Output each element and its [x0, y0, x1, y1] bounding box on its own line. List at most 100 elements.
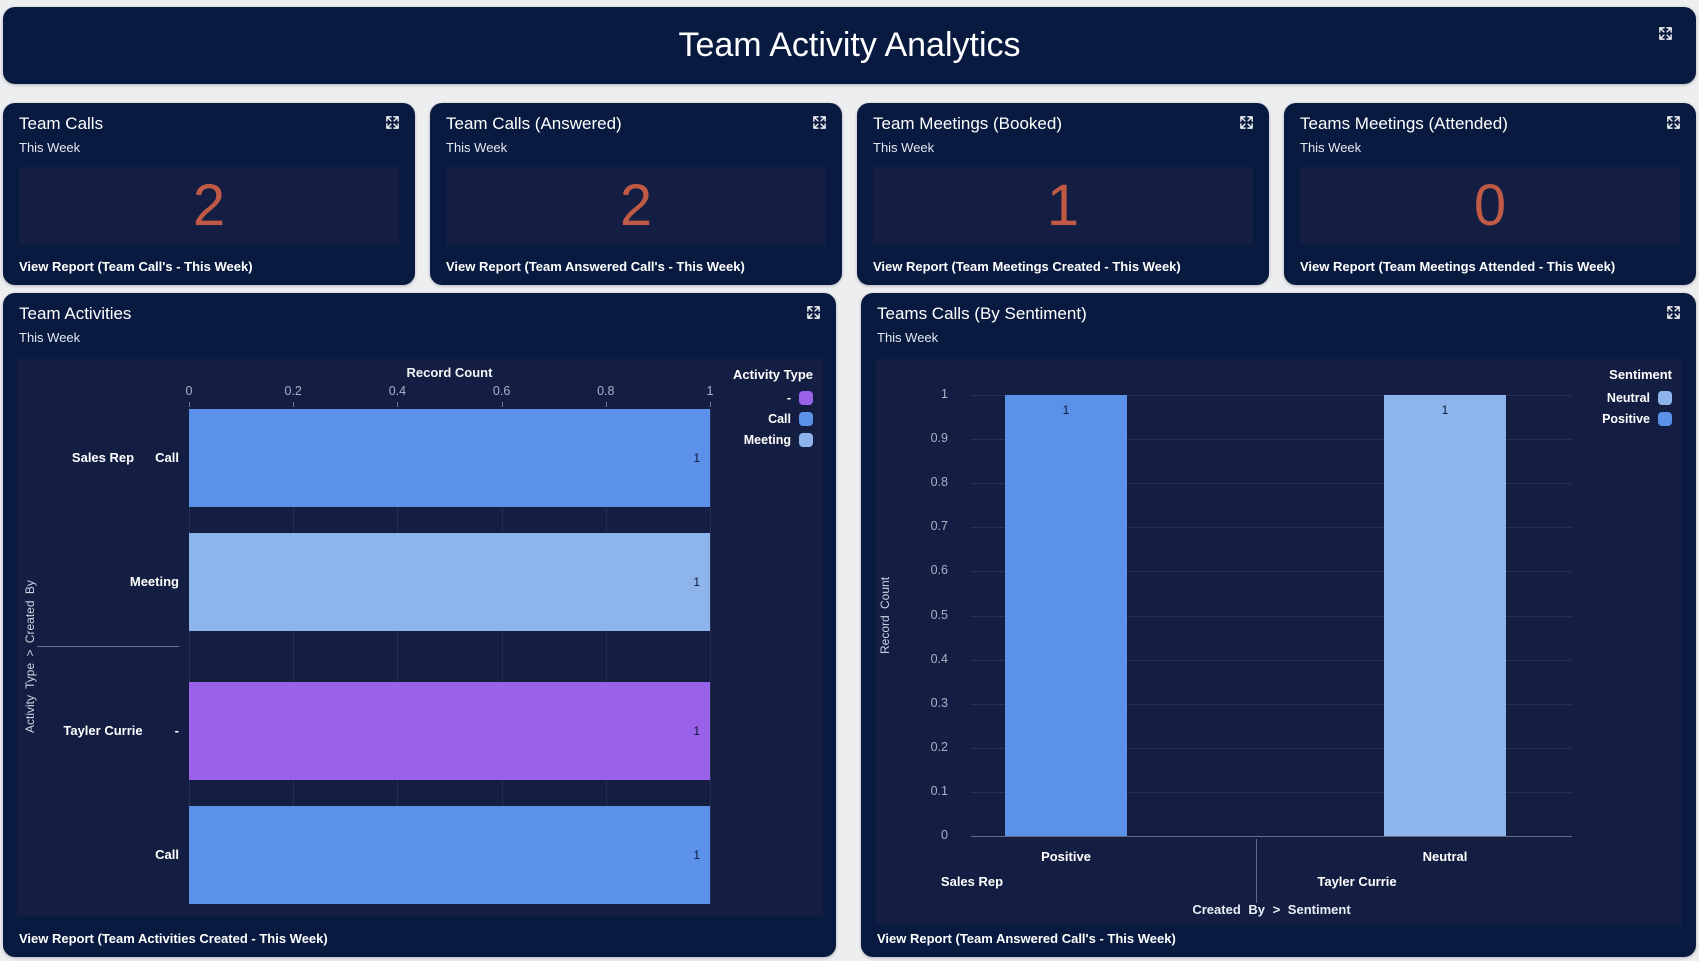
legend-swatch	[799, 412, 813, 426]
x-tick-mark	[710, 402, 711, 407]
bar-value-label: 1	[693, 724, 700, 738]
legend-item[interactable]: Neutral	[1602, 391, 1672, 405]
legend-item-label: -	[786, 391, 791, 405]
legend-item[interactable]: Call	[733, 412, 813, 426]
kpi-card-team-calls-answered: Team Calls (Answered) This Week 2 View R…	[430, 103, 842, 285]
expand-icon[interactable]	[812, 115, 828, 131]
expand-icon[interactable]	[385, 115, 401, 131]
view-report-link[interactable]: View Report (Team Activities Created - T…	[19, 931, 328, 946]
view-report-link[interactable]: View Report (Team Answered Call's - This…	[446, 259, 745, 274]
bar[interactable]	[189, 533, 710, 631]
kpi-value: 0	[1473, 173, 1507, 238]
y-tick-label: 0.2	[930, 739, 948, 754]
legend-swatch	[799, 391, 813, 405]
kpi-value-panel: 1	[873, 167, 1253, 245]
y-tick-label: 0.6	[930, 563, 948, 578]
y-tick-label: 0.3	[930, 695, 948, 710]
bar[interactable]	[189, 682, 710, 780]
group-divider	[1256, 839, 1257, 903]
y-tick-label: 0.1	[930, 783, 948, 798]
bar[interactable]	[1384, 395, 1506, 836]
y-gridline	[971, 571, 1572, 573]
page-title: Team Activity Analytics	[678, 26, 1021, 64]
bar[interactable]	[189, 409, 710, 507]
kpi-subtitle: This Week	[873, 140, 935, 155]
kpi-value: 1	[1046, 173, 1080, 238]
chart-title: Team Activities	[19, 304, 132, 323]
legend-item-label: Meeting	[743, 433, 791, 447]
row-label: Meeting	[129, 574, 179, 589]
kpi-value-panel: 2	[19, 167, 399, 245]
x-gridline	[501, 409, 503, 904]
x-tick-label: 0.6	[492, 384, 511, 398]
kpi-value-panel: 0	[1300, 167, 1680, 245]
category-label: Neutral	[1422, 849, 1468, 864]
x-gridline	[397, 409, 399, 904]
y-gridline	[971, 836, 1572, 837]
y-axis-title: Record Count	[878, 576, 892, 655]
group-label: Sales Rep	[940, 874, 1004, 889]
kpi-card-team-calls: Team Calls This Week 2 View Report (Team…	[3, 103, 415, 285]
legend-item[interactable]: -	[733, 391, 813, 405]
expand-icon[interactable]	[1239, 115, 1255, 131]
bar-value-label: 1	[1441, 403, 1449, 417]
kpi-title: Teams Meetings (Attended)	[1300, 114, 1508, 133]
legend-item-label: Call	[768, 412, 791, 426]
x-tick-label: 0.4	[388, 384, 407, 398]
y-tick-label: 0.9	[930, 431, 948, 446]
kpi-subtitle: This Week	[1300, 140, 1362, 155]
kpi-title: Team Calls (Answered)	[446, 114, 622, 133]
group-label: Tayler Currie	[63, 723, 143, 738]
y-gridline	[971, 395, 1572, 396]
bar-value-label: 1	[693, 575, 700, 589]
expand-icon[interactable]	[1658, 26, 1674, 42]
y-tick-label: 1	[941, 387, 948, 401]
category-label: Positive	[1041, 849, 1091, 864]
value-axis-title: Record Count	[406, 365, 493, 380]
y-gridline	[971, 483, 1572, 485]
legend-item-label: Positive	[1602, 412, 1650, 426]
chart-subtitle: This Week	[19, 330, 81, 345]
bar-value-label: 1	[693, 848, 700, 862]
kpi-value: 2	[619, 173, 653, 238]
row-label: -	[174, 723, 179, 738]
chart-card-team-activities: Team Activities This Week Record Count 0 0…	[3, 293, 836, 957]
y-tick-label: 0.8	[930, 475, 948, 490]
bar[interactable]	[189, 806, 710, 904]
view-report-link[interactable]: View Report (Team Meetings Attended - Th…	[1300, 259, 1616, 274]
x-gridline	[605, 409, 607, 904]
legend-item[interactable]: Meeting	[733, 433, 813, 447]
group-label: Sales Rep	[71, 450, 135, 465]
team-activities-chart: Record Count 0 0.2 0.4 0.6 0.8 1 1 Call Sales Rep…	[17, 359, 823, 916]
expand-icon[interactable]	[1666, 115, 1682, 131]
category-axis-title: Activity Type > Created By	[23, 580, 37, 733]
view-report-link[interactable]: View Report (Team Meetings Created - Thi…	[873, 259, 1181, 274]
teams-calls-sentiment-chart: 0 0.1 0.2 0.3 0.4 0.5 0.6 0.7 0.8 0.9 1 1 Positive Sa…	[876, 359, 1682, 925]
x-tick-mark	[501, 402, 503, 407]
bar[interactable]	[1005, 395, 1127, 836]
group-divider	[37, 646, 179, 647]
chart-card-teams-calls-by-sentiment: Teams Calls (By Sentiment) This Week 0 0.…	[861, 293, 1696, 957]
y-gridline	[971, 747, 1572, 749]
legend-swatch	[1658, 391, 1672, 405]
expand-icon[interactable]	[806, 305, 822, 321]
expand-icon[interactable]	[1666, 305, 1682, 321]
view-report-link[interactable]: View Report (Team Answered Call's - This…	[877, 931, 1176, 946]
legend-item[interactable]: Positive	[1602, 412, 1672, 426]
kpi-title: Team Calls	[19, 114, 104, 133]
bar-value-label: 1	[693, 451, 700, 465]
view-report-link[interactable]: View Report (Team Call's - This Week)	[19, 259, 253, 274]
y-gridline	[971, 659, 1572, 661]
x-axis-title: Created By > Sentiment	[1192, 902, 1351, 917]
x-tick-label: 0	[185, 384, 193, 398]
y-gridline	[971, 703, 1572, 705]
kpi-value: 2	[192, 173, 226, 238]
x-tick-mark	[293, 402, 295, 407]
x-gridline	[710, 409, 711, 904]
y-tick-label: 0.4	[930, 651, 948, 666]
y-gridline	[971, 615, 1572, 617]
bar-value-label: 1	[1062, 403, 1070, 417]
legend: Sentiment Neutral Positive	[1602, 367, 1672, 426]
kpi-subtitle: This Week	[19, 140, 81, 155]
